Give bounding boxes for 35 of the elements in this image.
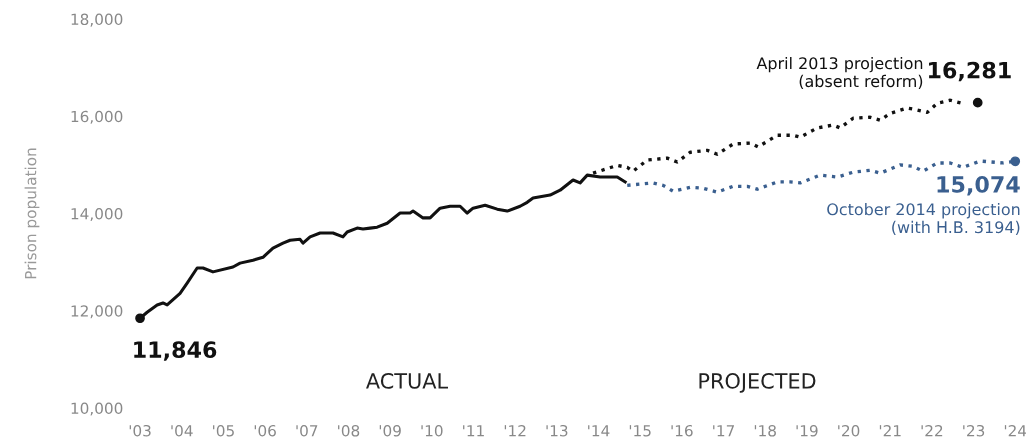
x-tick-label: '11 bbox=[463, 425, 484, 437]
x-tick-label: '03 bbox=[129, 424, 151, 437]
y-tick-label: 12,000 bbox=[71, 305, 123, 319]
annotation: 15,074 bbox=[937, 175, 1020, 196]
x-tick-label: '20 bbox=[838, 424, 860, 437]
x-tick-label: '22 bbox=[921, 424, 943, 437]
x-tick-label: '14 bbox=[588, 425, 610, 437]
x-tick-label: '05 bbox=[213, 424, 234, 437]
x-tick-label: '23 bbox=[963, 424, 985, 437]
x-tick-label: '19 bbox=[796, 424, 818, 437]
y-tick-label: 18,000 bbox=[71, 13, 123, 27]
y-tick-label: 10,000 bbox=[71, 402, 123, 416]
x-tick-label: '16 bbox=[671, 424, 693, 437]
x-tick-label: '07 bbox=[296, 424, 318, 437]
x-tick-label: '04 bbox=[171, 424, 193, 437]
x-tick-label: '06 bbox=[254, 424, 276, 437]
annotation: 16,281 bbox=[929, 61, 1011, 82]
y-axis-title: Prison population bbox=[24, 148, 40, 279]
annotation: ACTUAL bbox=[366, 373, 448, 389]
x-tick-label: '13 bbox=[546, 424, 568, 437]
x-tick-label: '12 bbox=[504, 424, 526, 437]
y-tick-label: 16,000 bbox=[71, 110, 123, 124]
x-tick-label: '15 bbox=[629, 425, 651, 437]
annotation: 11,846 bbox=[134, 341, 217, 361]
x-tick-label: '18 bbox=[754, 424, 776, 437]
x-tick-label: '09 bbox=[379, 424, 401, 437]
x-tick-label: '08 bbox=[338, 424, 360, 437]
annotation: PROJECTED bbox=[699, 373, 816, 393]
x-tick-label: '10 bbox=[421, 424, 443, 437]
x-tick-label: '24 bbox=[1004, 424, 1026, 437]
y-tick-label: 14,000 bbox=[71, 207, 123, 222]
series-label: October 2014 projection (with H.B. 3194) bbox=[827, 202, 1020, 236]
x-tick-label: '21 bbox=[879, 424, 901, 437]
series-label: April 2013 projection (absent reform) bbox=[756, 56, 923, 90]
x-tick-label: '17 bbox=[713, 425, 735, 437]
